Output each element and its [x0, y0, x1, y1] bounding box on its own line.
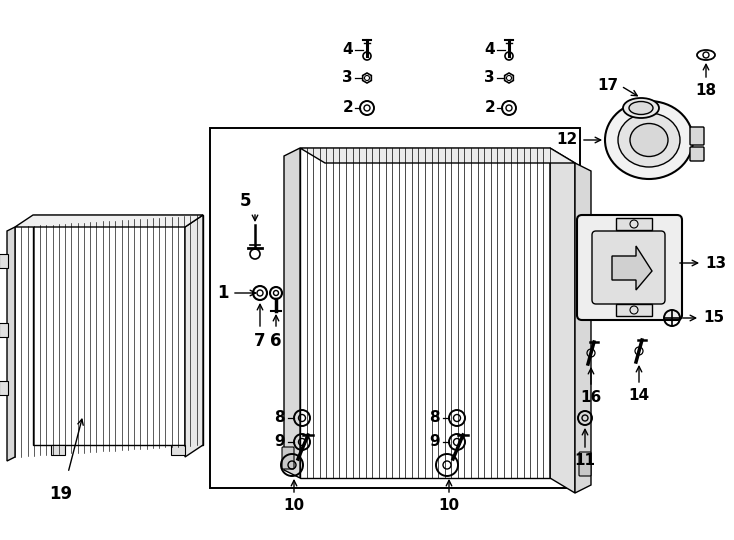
FancyBboxPatch shape	[690, 127, 704, 145]
Bar	[51, 445, 65, 455]
Text: 11: 11	[575, 453, 595, 468]
Bar	[616, 304, 652, 316]
Text: 8: 8	[275, 410, 285, 426]
Polygon shape	[15, 215, 203, 227]
Text: 19: 19	[49, 485, 73, 503]
Text: 14: 14	[628, 388, 650, 403]
Ellipse shape	[623, 98, 659, 118]
Text: 9: 9	[275, 435, 285, 449]
Text: 8: 8	[429, 410, 440, 426]
Bar	[616, 218, 652, 230]
Text: 15: 15	[703, 310, 724, 326]
Text: 9: 9	[429, 435, 440, 449]
Text: 4: 4	[342, 43, 353, 57]
Text: 10: 10	[283, 498, 305, 513]
Polygon shape	[550, 148, 575, 493]
Polygon shape	[575, 163, 591, 493]
Text: 4: 4	[484, 43, 495, 57]
Ellipse shape	[618, 113, 680, 167]
Text: 5: 5	[239, 192, 251, 210]
Text: 3: 3	[342, 71, 353, 85]
Bar	[0, 254, 8, 268]
Bar	[210, 128, 580, 488]
FancyBboxPatch shape	[282, 447, 294, 469]
Text: 1: 1	[217, 284, 229, 302]
Text: 12: 12	[557, 132, 578, 147]
Text: 7: 7	[254, 332, 266, 350]
Bar	[171, 445, 185, 455]
FancyBboxPatch shape	[690, 147, 704, 161]
Bar	[0, 323, 8, 337]
Ellipse shape	[605, 101, 693, 179]
Text: 6: 6	[270, 332, 282, 350]
Bar	[0, 381, 8, 395]
Text: 17: 17	[597, 78, 618, 93]
Ellipse shape	[630, 124, 668, 157]
Polygon shape	[300, 148, 575, 163]
Text: 2: 2	[342, 100, 353, 116]
Text: 10: 10	[438, 498, 459, 513]
FancyBboxPatch shape	[592, 231, 665, 304]
FancyBboxPatch shape	[579, 452, 591, 476]
FancyBboxPatch shape	[577, 215, 682, 320]
Text: 18: 18	[695, 83, 716, 98]
Polygon shape	[7, 227, 15, 461]
Polygon shape	[185, 215, 203, 457]
Text: 2: 2	[484, 100, 495, 116]
Polygon shape	[284, 148, 300, 478]
Ellipse shape	[629, 102, 653, 114]
Text: 13: 13	[705, 255, 726, 271]
Text: 16: 16	[581, 390, 602, 405]
Text: 3: 3	[484, 71, 495, 85]
Polygon shape	[612, 246, 652, 290]
